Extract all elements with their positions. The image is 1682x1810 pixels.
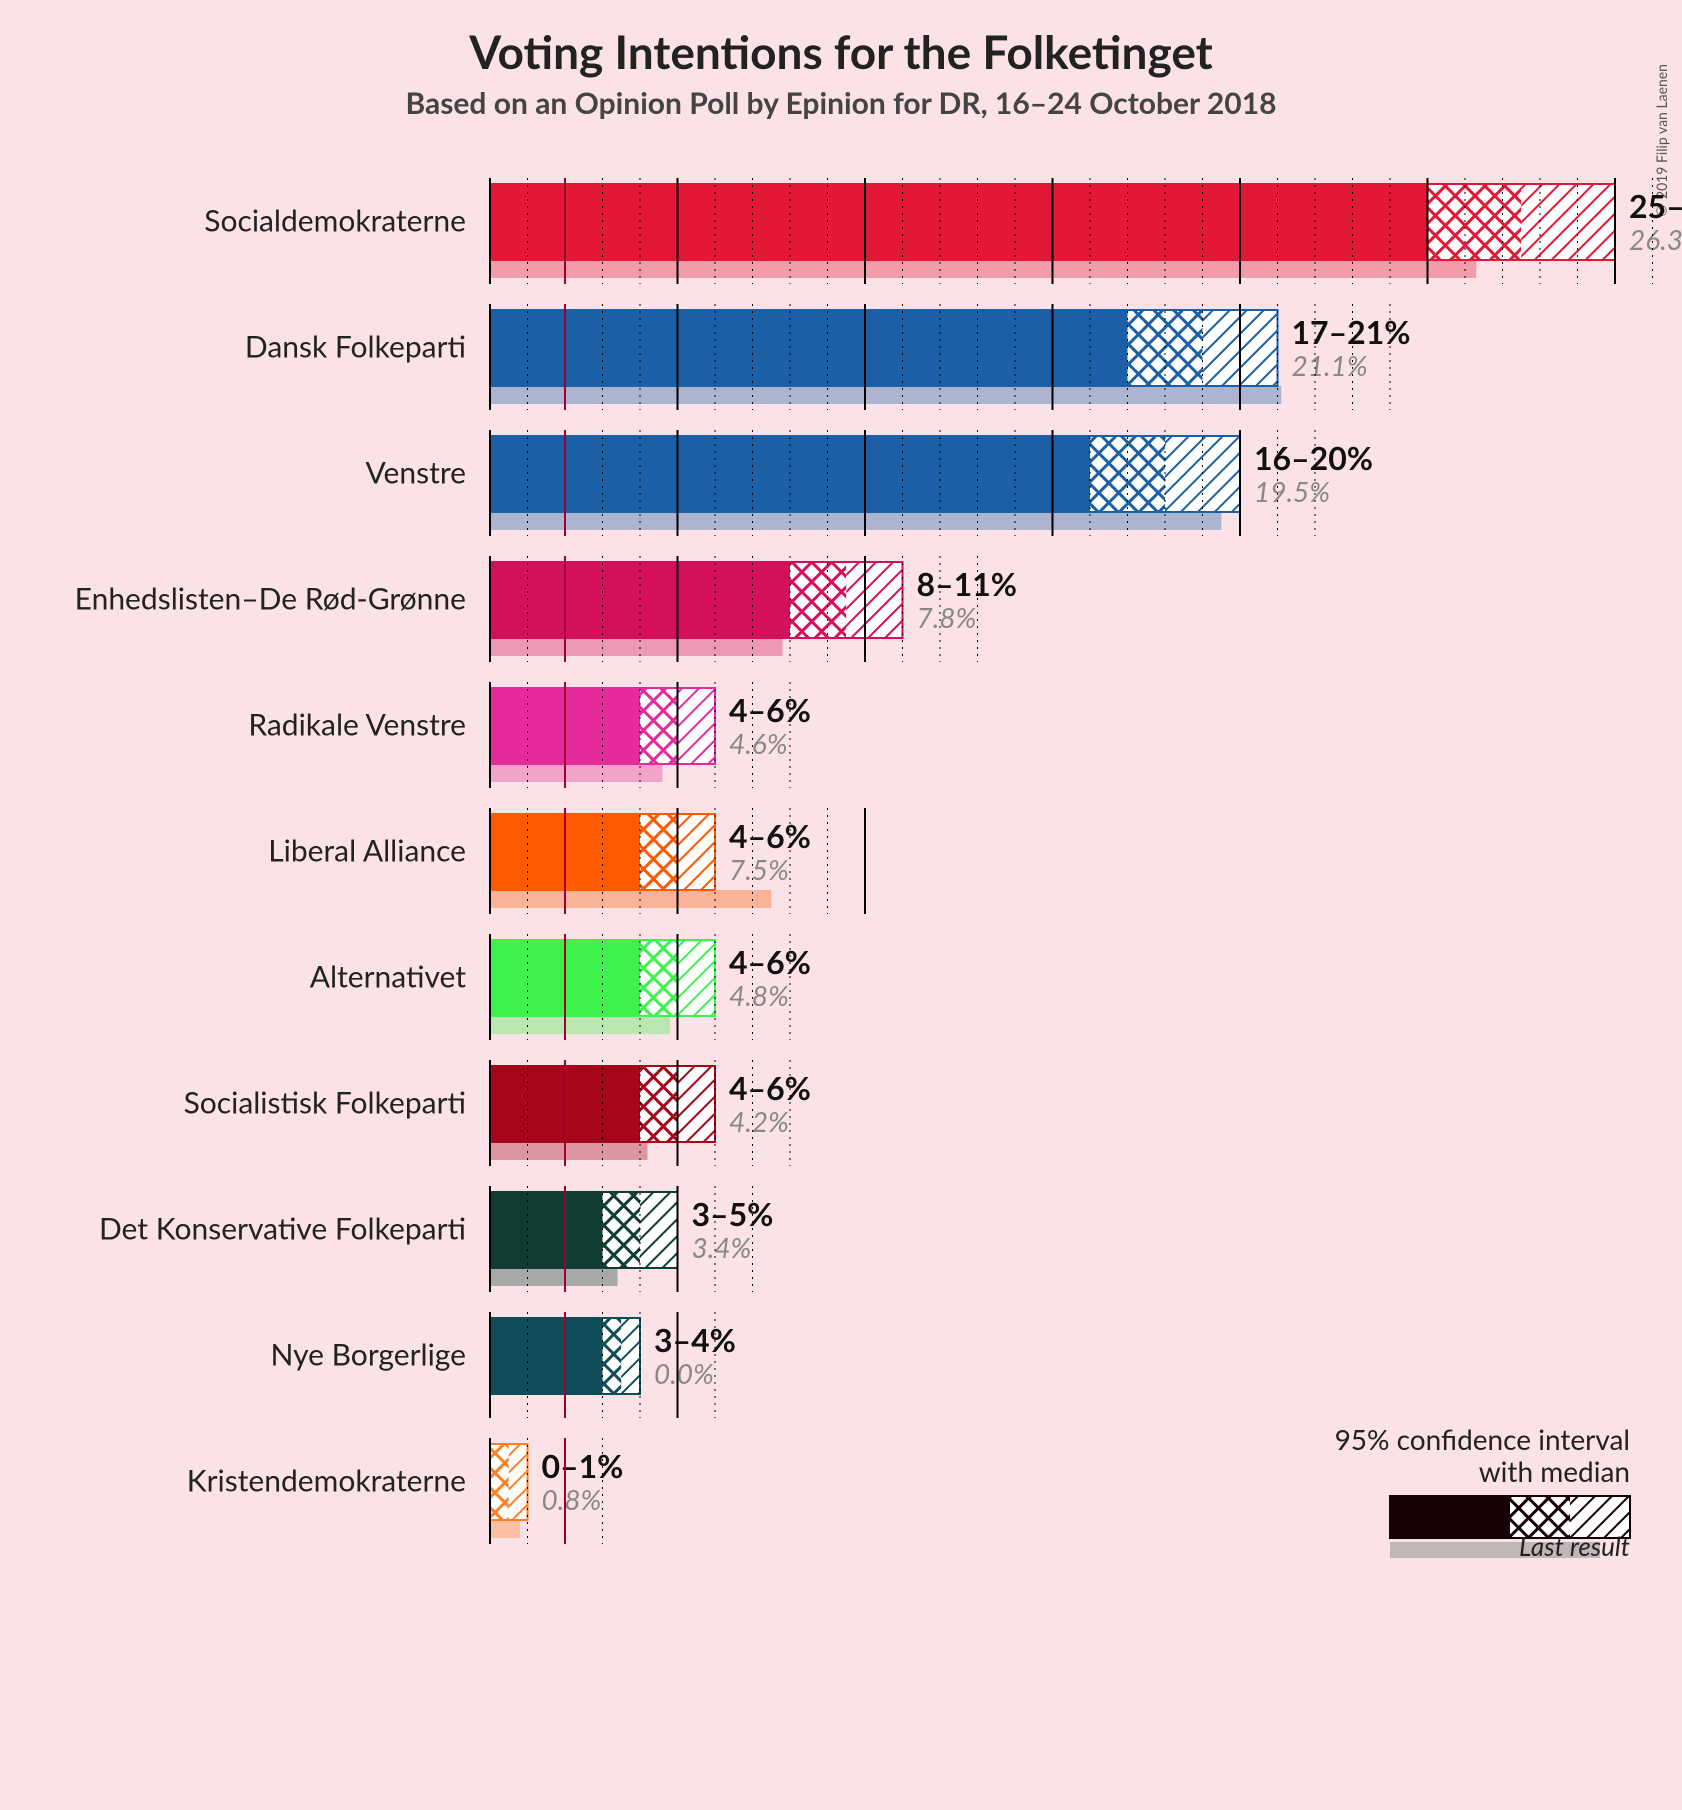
last-result-label: 7.8% <box>917 600 977 634</box>
party-label: Socialdemokraterne <box>204 203 466 239</box>
chart-title: Voting Intentions for the Folketinget <box>0 24 1682 79</box>
range-label: 3–5% <box>692 1194 774 1233</box>
party-label: Radikale Venstre <box>248 707 466 743</box>
last-result-bar <box>490 764 663 782</box>
last-result-label: 4.6% <box>729 726 788 760</box>
last-result-bar <box>490 1520 520 1538</box>
party-label: Det Konservative Folkeparti <box>99 1211 466 1247</box>
bar-solid <box>490 310 1128 386</box>
bar-ci-upper <box>678 1066 716 1142</box>
last-result-label: 4.2% <box>729 1104 789 1138</box>
bar-ci-upper <box>1521 184 1615 260</box>
bar-chart: Socialdemokraterne 25–30%26.3% Dansk Folke… <box>0 164 1682 1810</box>
last-result-label: 7.5% <box>729 852 789 886</box>
party-label: Dansk Folkeparti <box>245 329 466 365</box>
bar-ci-lower <box>790 562 846 638</box>
bar-ci-upper <box>678 814 716 890</box>
range-label: 4–6% <box>729 816 811 855</box>
last-result-label: 19.5% <box>1254 474 1330 508</box>
party-label: Liberal Alliance <box>268 833 466 869</box>
bar-ci-lower <box>603 1318 622 1394</box>
range-label: 8–11% <box>917 564 1017 603</box>
last-result-bar <box>490 1142 648 1160</box>
chart-subtitle: Based on an Opinion Poll by Epinion for … <box>0 85 1682 121</box>
bar-ci-lower <box>640 688 678 764</box>
bar-ci-lower <box>640 1066 678 1142</box>
last-result-label: 0.8% <box>542 1482 602 1516</box>
bar-ci-lower <box>640 940 678 1016</box>
bar-ci-lower <box>640 814 678 890</box>
party-label: Kristendemokraterne <box>187 1463 466 1499</box>
bar-ci-upper <box>678 940 716 1016</box>
bar-ci-upper <box>678 688 716 764</box>
party-label: Alternativet <box>310 959 467 995</box>
range-label: 16–20% <box>1254 438 1373 477</box>
legend: 95% confidence intervalwith median Last r… <box>1335 1422 1630 1562</box>
party-label: Venstre <box>365 455 466 491</box>
legend-ci-line1: 95% confidence interval <box>1335 1422 1630 1456</box>
range-label: 4–6% <box>729 1068 811 1107</box>
legend-ci-line2: with median <box>1479 1454 1630 1488</box>
range-label: 4–6% <box>729 690 811 729</box>
bar-solid <box>490 184 1428 260</box>
last-result-label: 21.1% <box>1292 348 1368 382</box>
last-result-bar <box>490 512 1221 530</box>
party-label: Socialistisk Folkeparti <box>184 1085 466 1121</box>
range-label: 25–30% <box>1629 186 1682 225</box>
range-label: 3–4% <box>654 1320 736 1359</box>
party-label: Enhedslisten–De Rød-Grønne <box>75 581 466 617</box>
range-label: 0–1% <box>542 1446 624 1485</box>
legend-last-label: Last result <box>1519 1530 1630 1562</box>
last-result-label: 26.3% <box>1629 222 1682 256</box>
bar-solid <box>490 1192 603 1268</box>
bar-ci-upper <box>846 562 902 638</box>
party-label: Nye Borgerlige <box>271 1337 466 1373</box>
bar-ci-lower <box>1428 184 1522 260</box>
last-result-bar <box>490 1268 618 1286</box>
bar-ci-upper <box>509 1444 528 1520</box>
last-result-bar <box>490 638 783 656</box>
range-label: 17–21% <box>1292 312 1411 351</box>
last-result-label: 3.4% <box>692 1230 752 1264</box>
last-result-bar <box>490 890 771 908</box>
last-result-bar <box>490 386 1281 404</box>
bar-ci-lower <box>603 1192 641 1268</box>
bar-ci-upper <box>640 1192 678 1268</box>
last-result-bar <box>490 260 1476 278</box>
range-label: 4–6% <box>729 942 811 981</box>
bar-solid <box>490 1318 603 1394</box>
last-result-bar <box>490 1016 670 1034</box>
last-result-label: 0.0% <box>654 1356 714 1390</box>
bar-ci-upper <box>621 1318 640 1394</box>
last-result-label: 4.8% <box>729 978 789 1012</box>
bar-ci-lower <box>490 1444 509 1520</box>
